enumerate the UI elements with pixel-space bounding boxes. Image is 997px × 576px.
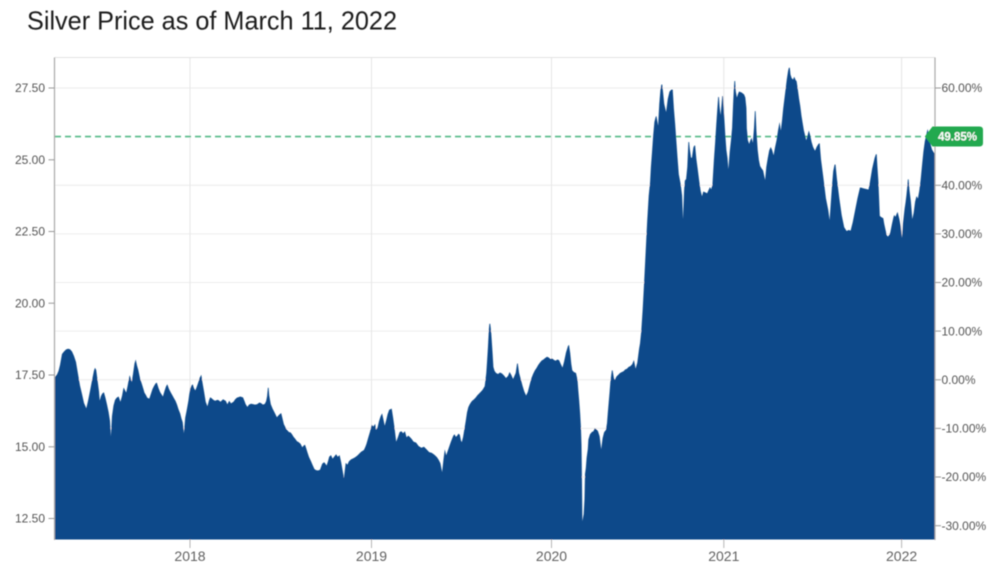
svg-text:49.85%: 49.85% bbox=[938, 132, 977, 144]
svg-text:Silver Price as of March 11, 2: Silver Price as of March 11, 2022 bbox=[27, 6, 397, 36]
svg-text:20.00%: 20.00% bbox=[942, 276, 983, 290]
svg-text:2020: 2020 bbox=[536, 548, 567, 564]
svg-text:-20.00%: -20.00% bbox=[942, 470, 987, 484]
svg-text:17.50: 17.50 bbox=[15, 368, 45, 382]
svg-text:30.00%: 30.00% bbox=[942, 227, 983, 241]
svg-text:2022: 2022 bbox=[886, 548, 917, 564]
svg-text:22.50: 22.50 bbox=[15, 225, 45, 239]
svg-text:25.00: 25.00 bbox=[15, 153, 45, 167]
svg-text:10.00%: 10.00% bbox=[942, 324, 983, 338]
svg-text:12.50: 12.50 bbox=[15, 512, 45, 526]
svg-text:20.00: 20.00 bbox=[15, 296, 45, 310]
svg-text:0.00%: 0.00% bbox=[942, 373, 976, 387]
svg-text:27.50: 27.50 bbox=[15, 81, 45, 95]
svg-text:40.00%: 40.00% bbox=[942, 179, 983, 193]
svg-text:60.00%: 60.00% bbox=[942, 81, 983, 95]
svg-text:2021: 2021 bbox=[708, 548, 739, 564]
svg-text:-10.00%: -10.00% bbox=[942, 422, 987, 436]
svg-text:-30.00%: -30.00% bbox=[942, 519, 987, 533]
svg-text:2019: 2019 bbox=[356, 548, 387, 564]
svg-text:2018: 2018 bbox=[174, 548, 205, 564]
svg-text:15.00: 15.00 bbox=[15, 440, 45, 454]
